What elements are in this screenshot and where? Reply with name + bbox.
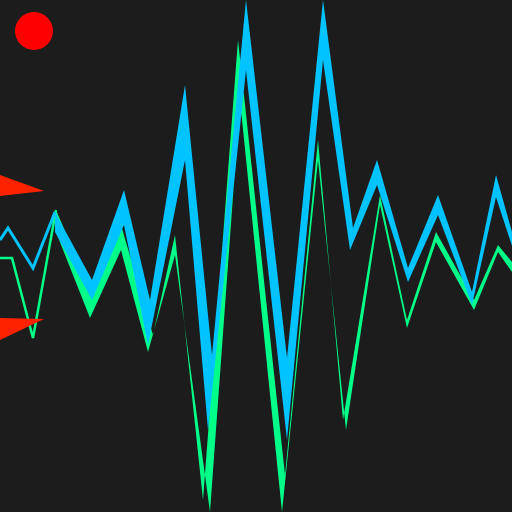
blue-waveform: [0, 0, 512, 440]
arrow-upper-wing: [0, 175, 44, 196]
blue-wave-thin-left: [0, 211, 57, 272]
arrow-lower-wing: [0, 318, 44, 340]
green-wave-band: [56, 40, 512, 512]
player-arrow[interactable]: [0, 175, 44, 340]
green-wave-thin-left: [0, 209, 58, 339]
blue-wave-band: [55, 0, 512, 440]
green-waveform: [0, 40, 512, 512]
record-indicator-dot: [15, 12, 53, 50]
